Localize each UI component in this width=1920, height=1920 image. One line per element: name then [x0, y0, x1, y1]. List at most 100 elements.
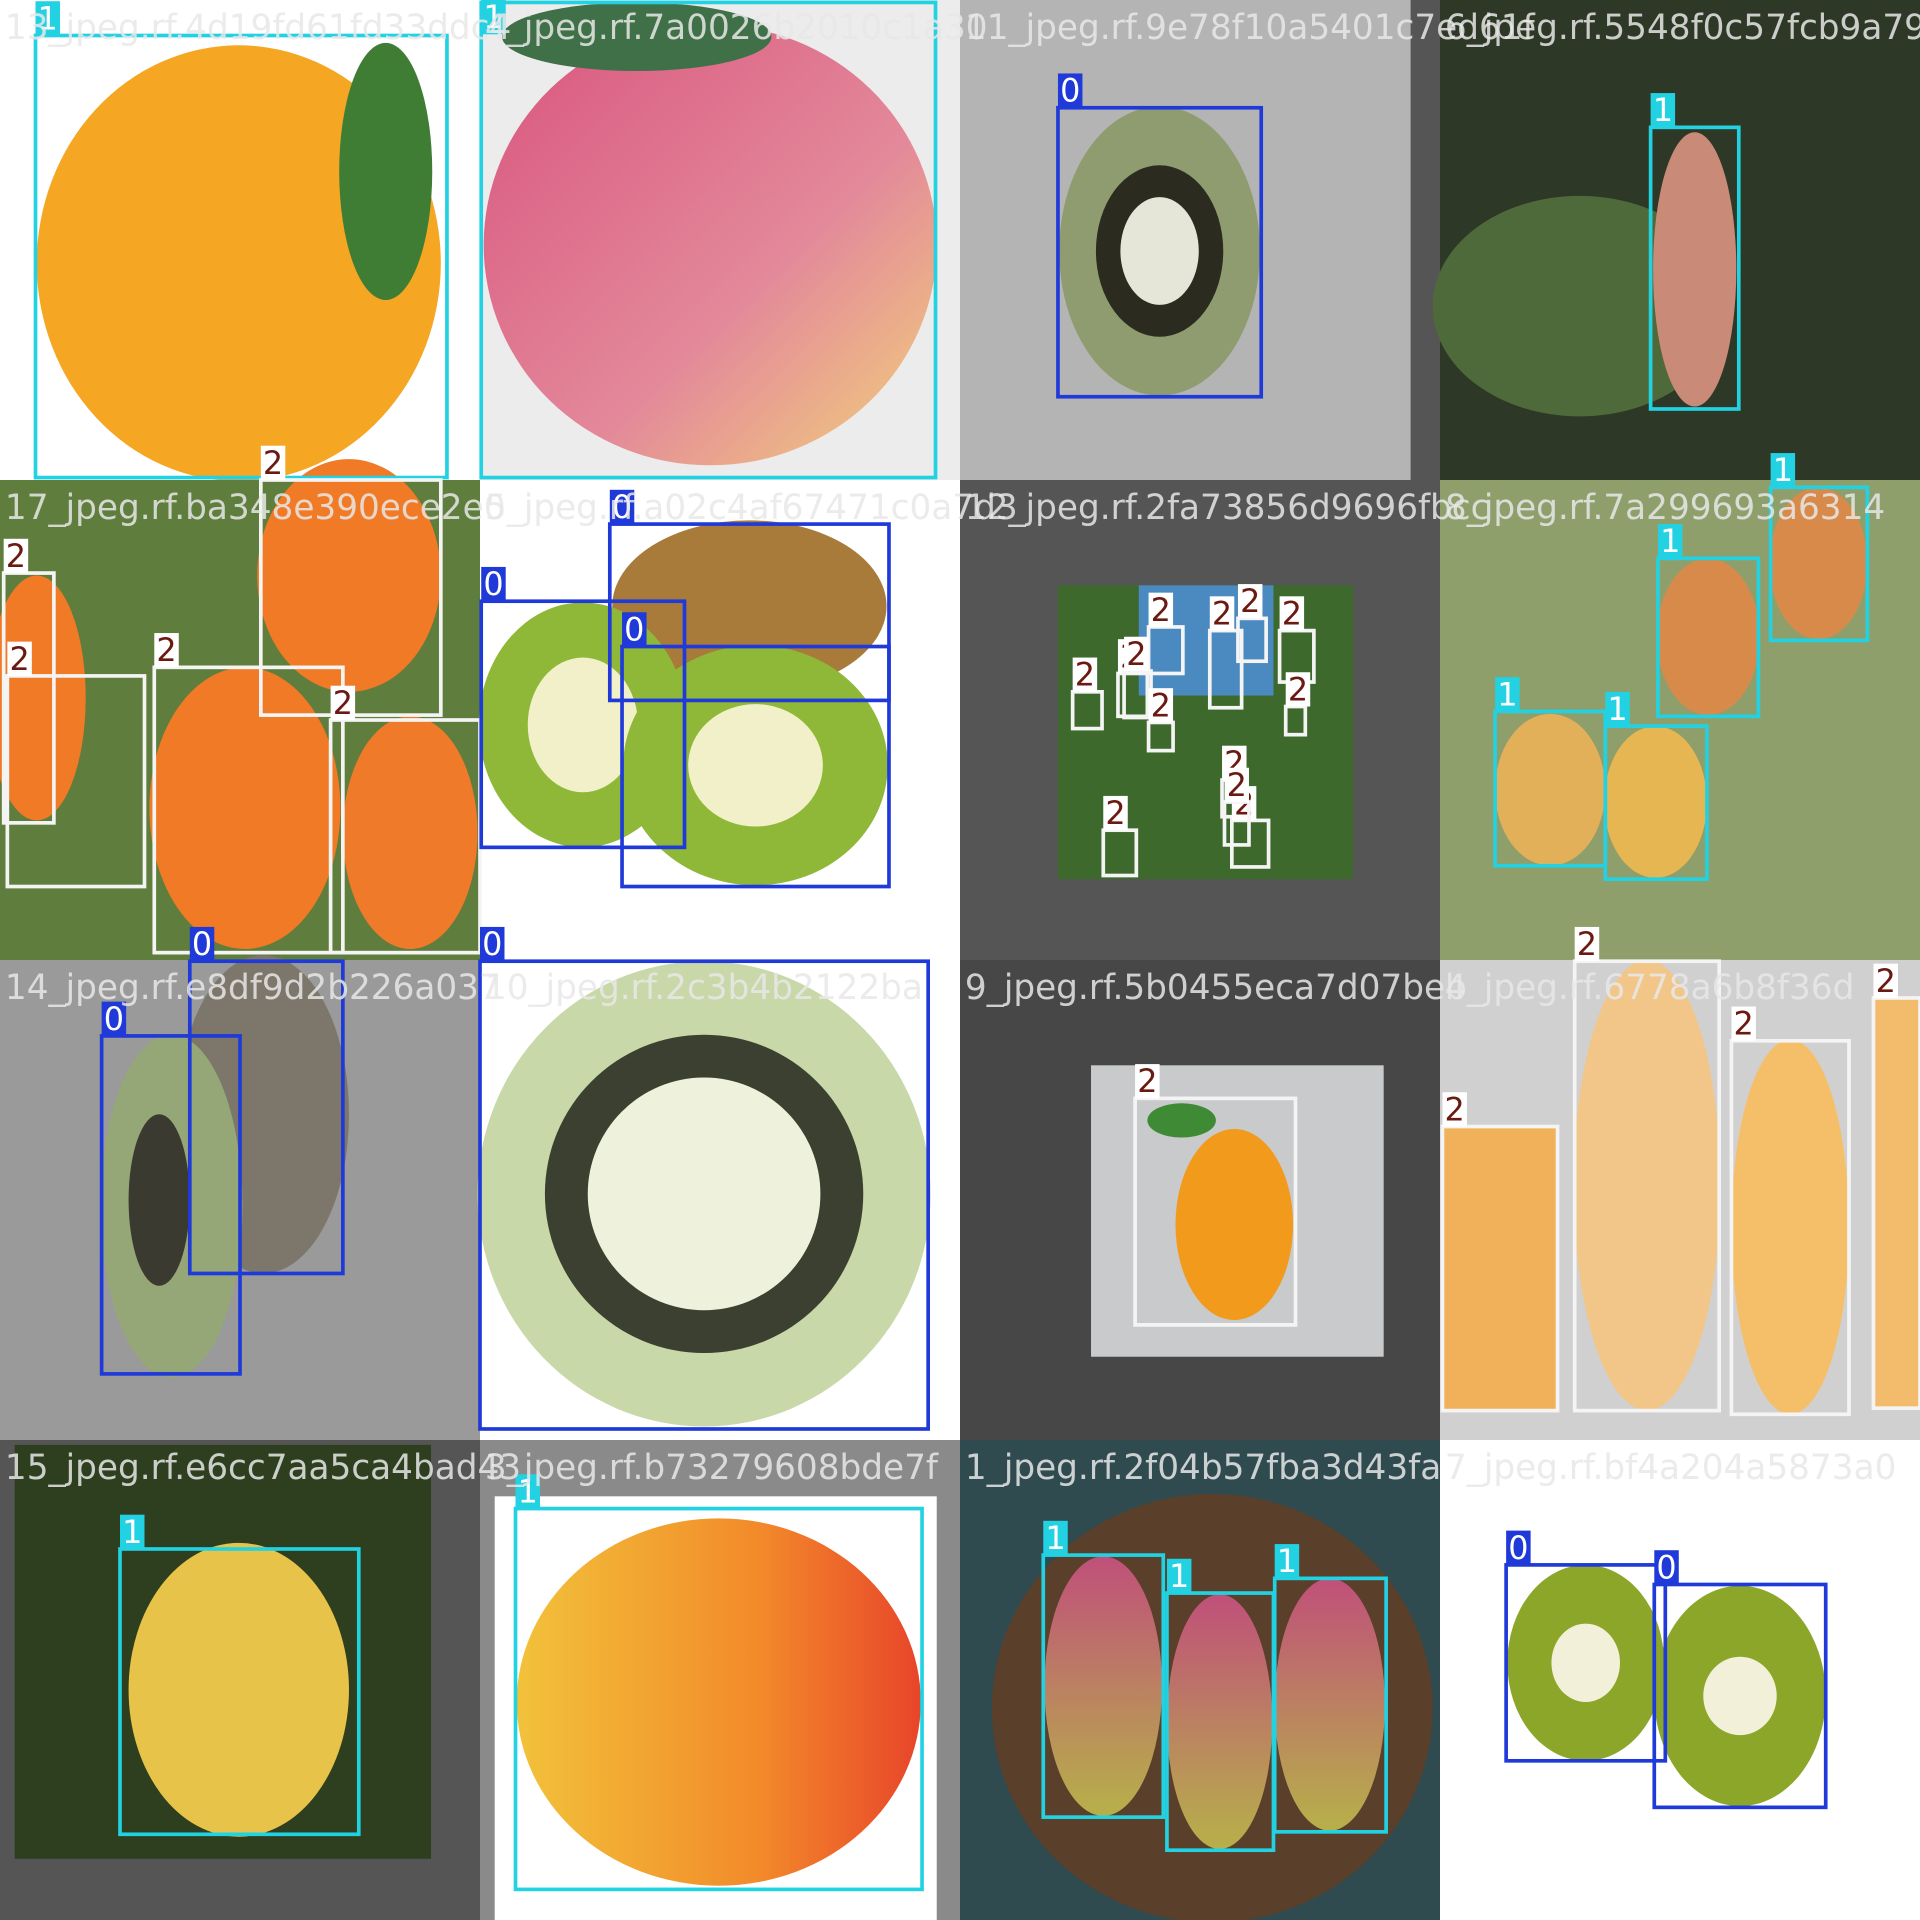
class-tag [1148, 592, 1174, 627]
class-label: 2 [1282, 594, 1302, 632]
bounding-box: 2 [152, 631, 345, 955]
class-label: 2 [1151, 591, 1171, 629]
fruit [1044, 1556, 1163, 1816]
filename: 7_jpeg.rf.bf4a204a5873a0 [1445, 1448, 1897, 1488]
class-tag [1166, 1558, 1192, 1594]
class-tag [120, 1514, 145, 1549]
bounding-box: 0 [620, 610, 891, 889]
box-outline [1, 571, 56, 825]
bounding-box: 0 [99, 1000, 242, 1376]
filename: 5_jpeg.rf.a02c4af67471c0a7d3 [485, 488, 1018, 528]
bounding-box: 2 [1283, 670, 1311, 737]
class-label: 2 [1137, 1062, 1157, 1100]
class-label: 2 [333, 684, 353, 722]
class-tag [1237, 584, 1263, 619]
bounding-box: 1 [1041, 1519, 1166, 1819]
fruit [257, 459, 441, 692]
class-tag [3, 538, 29, 574]
bounding-box: 2 [1133, 1062, 1298, 1327]
class-label: 1 [1169, 1557, 1189, 1595]
class-tag [609, 489, 635, 525]
box-outline [1603, 724, 1709, 882]
box-outline [118, 1547, 361, 1837]
leaf [1147, 1103, 1216, 1138]
class-label: 2 [1126, 635, 1146, 673]
box-outline [1652, 1582, 1828, 1810]
fruit [612, 520, 887, 692]
box-outline [187, 959, 345, 1276]
class-label: 1 [1045, 1519, 1065, 1557]
photo-tile [960, 480, 1440, 960]
class-label: 2 [6, 537, 26, 575]
class-label: 2 [1151, 686, 1171, 724]
bounding-box: 2 [5, 640, 147, 889]
class-label: 2 [1075, 656, 1095, 694]
bounding-box: 0 [1504, 1529, 1668, 1763]
class-label: 2 [9, 640, 29, 678]
fruit [1769, 487, 1868, 640]
bounding-box: 2 [1572, 925, 1722, 1413]
box-outline [1133, 1096, 1298, 1327]
class-label: 0 [1656, 1548, 1676, 1586]
fruit [1604, 726, 1707, 878]
fruit [1653, 132, 1737, 407]
bounding-box: 1 [1768, 451, 1870, 643]
class-label: 2 [1212, 594, 1232, 632]
box-outline [1041, 1553, 1166, 1819]
photo-tile [960, 1440, 1440, 1920]
box-outline [1572, 959, 1722, 1413]
filename: 3_jpeg.rf.b73279608bde7f [485, 1448, 939, 1488]
class-label: 1 [1660, 522, 1680, 560]
bounding-box: 0 [1652, 1548, 1828, 1810]
fruit [1551, 1623, 1620, 1703]
class-tag [1506, 1530, 1531, 1565]
class-tag [1224, 767, 1249, 803]
filename: 6_jpeg.rf.5548f0c57fcb9a794 [1445, 8, 1920, 48]
class-label: 1 [1607, 690, 1627, 728]
bounding-box: 1 [513, 1472, 924, 1892]
box-outline [5, 674, 147, 889]
class-label: 2 [1288, 670, 1308, 708]
bounding-box: 1 [1603, 690, 1709, 882]
photo-tile [480, 1440, 960, 1920]
class-tag [35, 1, 60, 36]
fruit [1703, 1656, 1777, 1736]
class-label: 1 [1653, 91, 1673, 129]
class-tag [481, 0, 506, 35]
photo-tile [480, 0, 960, 480]
class-tag [7, 641, 32, 676]
class-label: 2 [1577, 925, 1597, 963]
box-outline [1656, 556, 1761, 719]
box-outline [1729, 1038, 1851, 1417]
fruit [1495, 713, 1606, 866]
fruit [342, 716, 478, 949]
class-label: 1 [483, 0, 503, 36]
box-outline [1648, 125, 1741, 411]
photo-tile [1440, 1440, 1920, 1920]
bounding-box: 0 [1056, 72, 1264, 399]
class-tag [1605, 691, 1630, 727]
box-outline [1056, 105, 1264, 399]
filename: 12_jpeg.rf.2fa73856d9696fbcc [965, 488, 1490, 528]
fruit [1573, 960, 1721, 1411]
background [1410, 0, 1440, 480]
filename: 9_jpeg.rf.5b0455eca7d07beb [965, 968, 1467, 1008]
fruit [1731, 1039, 1849, 1415]
class-tag [1873, 963, 1898, 998]
class-tag [1057, 73, 1083, 108]
fruit [587, 1077, 821, 1311]
bounding-box: 0 [187, 925, 345, 1276]
fruit [1274, 1578, 1385, 1831]
bounding-box: 2 [1207, 594, 1244, 710]
bounding-box: 1 [1648, 91, 1741, 411]
bounding-box: 2 [1101, 794, 1139, 878]
class-label: 1 [1497, 675, 1517, 713]
box-outline [152, 665, 345, 955]
box-outline [33, 33, 449, 480]
bounding-box: 2 [1122, 635, 1153, 720]
filename: 4_jpeg.rf.6778a6b8f36d [1445, 968, 1854, 1008]
class-tag [260, 445, 286, 480]
class-label: 1 [122, 1513, 142, 1551]
